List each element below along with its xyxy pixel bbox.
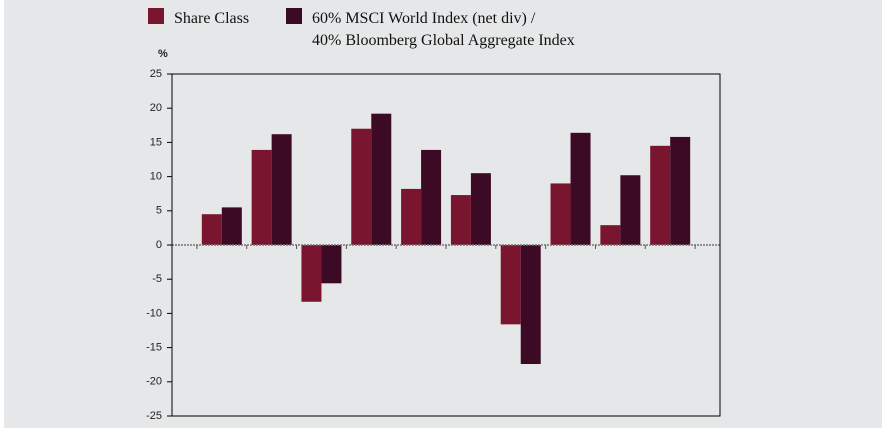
bar: [500, 245, 521, 325]
y-tick-label: -10: [146, 307, 162, 319]
bar: [620, 175, 641, 245]
y-tick-label: -25: [146, 410, 162, 422]
bar: [271, 134, 292, 245]
y-tick-label: 25: [150, 68, 162, 80]
bar: [570, 132, 591, 245]
bar: [221, 207, 242, 245]
bar: [600, 225, 621, 245]
bar: [301, 245, 322, 302]
y-tick-label: -15: [146, 342, 162, 354]
bar: [401, 188, 422, 245]
bar: [450, 195, 471, 245]
bar: [371, 113, 392, 245]
y-tick-label: 20: [150, 102, 162, 114]
bar: [470, 173, 491, 245]
bar: [421, 149, 442, 245]
y-tick-label: 15: [150, 136, 162, 148]
y-tick-label: 10: [150, 171, 162, 183]
legend-label: 60% MSCI World Index (net div) /40% Bloo…: [312, 10, 575, 49]
y-tick-label: -5: [152, 273, 162, 285]
bar: [520, 245, 541, 365]
y-tick-label: -20: [146, 376, 162, 388]
bar: [351, 128, 372, 245]
background: [4, 0, 882, 428]
bar: [670, 136, 691, 245]
legend-label: Share Class: [174, 10, 249, 27]
bar: [550, 183, 571, 245]
bar: [650, 145, 671, 245]
y-axis-label: %: [158, 48, 168, 60]
legend-swatch: [286, 8, 302, 24]
bar: [321, 245, 342, 284]
y-tick-label: 5: [156, 205, 162, 217]
legend-swatch: [148, 8, 164, 24]
plot-frame: [171, 73, 721, 417]
bar: [201, 214, 222, 245]
bar: [251, 149, 272, 245]
y-tick-label: 0: [156, 239, 162, 251]
